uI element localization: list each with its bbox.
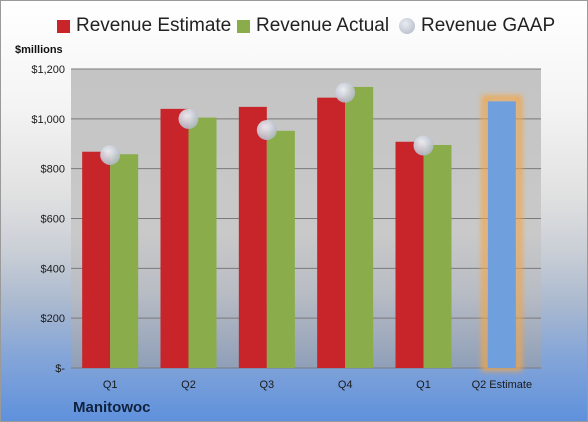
marker-revenue-gaap bbox=[413, 135, 434, 156]
y-tick-label: $200 bbox=[41, 313, 65, 325]
bar-revenue-estimate bbox=[238, 106, 267, 368]
bar-projection bbox=[487, 101, 516, 369]
marker-revenue-gaap bbox=[100, 144, 121, 165]
x-tick-label: Q2 bbox=[181, 379, 196, 391]
x-tick-label: Q1 bbox=[103, 379, 118, 391]
legend: Revenue Estimate Revenue Actual Revenue … bbox=[1, 15, 587, 43]
bar-revenue-actual bbox=[266, 130, 295, 368]
y-tick-label: $- bbox=[55, 363, 65, 375]
legend-label-gaap: Revenue GAAP bbox=[421, 15, 556, 36]
y-tick-label: $400 bbox=[41, 263, 65, 275]
bar-revenue-estimate bbox=[317, 97, 346, 368]
legend-marker-gaap bbox=[399, 18, 415, 34]
y-tick-label: $1,200 bbox=[31, 64, 65, 76]
legend-swatch-estimate bbox=[57, 19, 70, 33]
bar-revenue-estimate bbox=[82, 151, 111, 368]
x-tick-label: Q2 Estimate bbox=[472, 379, 533, 391]
bar-revenue-estimate bbox=[395, 141, 424, 368]
marker-revenue-gaap bbox=[256, 120, 277, 141]
y-tick-label: $600 bbox=[41, 214, 65, 226]
x-tick-label: Q3 bbox=[259, 379, 274, 391]
bar-revenue-actual bbox=[345, 86, 374, 368]
legend-item-gaap: Revenue GAAP bbox=[399, 15, 555, 37]
legend-item-estimate: Revenue Estimate bbox=[57, 15, 231, 37]
y-tick-label: $800 bbox=[41, 164, 65, 176]
x-tick-label: Q1 bbox=[416, 379, 431, 391]
company-name: Manitowoc bbox=[73, 399, 151, 416]
bar-revenue-actual bbox=[423, 144, 452, 368]
marker-revenue-gaap bbox=[335, 82, 356, 103]
bar-revenue-actual bbox=[188, 117, 217, 369]
legend-swatch-actual bbox=[237, 19, 250, 33]
marker-revenue-gaap bbox=[178, 108, 199, 129]
legend-label-estimate: Revenue Estimate bbox=[76, 15, 232, 36]
bar-revenue-actual bbox=[110, 154, 139, 368]
y-axis-label: $millions bbox=[15, 44, 63, 56]
bar-revenue-estimate bbox=[160, 108, 189, 368]
x-tick-label: Q4 bbox=[338, 379, 353, 391]
legend-label-actual: Revenue Actual bbox=[256, 15, 390, 36]
y-tick-label: $1,000 bbox=[31, 114, 65, 126]
legend-item-actual: Revenue Actual bbox=[237, 15, 389, 37]
